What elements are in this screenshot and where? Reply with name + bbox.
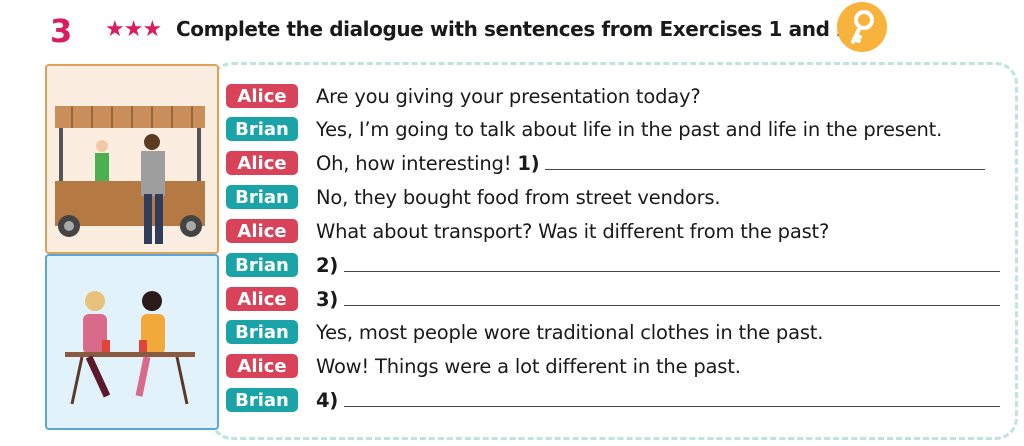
dialogue-text: Oh, how interesting! bbox=[316, 151, 512, 175]
dialogue-text-container: Oh, how interesting! 1) bbox=[316, 151, 986, 175]
blank-number: 1) bbox=[517, 151, 540, 175]
dialogue-text: No, they bought food from street vendors… bbox=[316, 185, 721, 209]
street-food-stall-illustration bbox=[45, 64, 219, 254]
dialogue-text: Wow! Things were a lot different in the … bbox=[316, 354, 741, 378]
speaker-badge: Brian bbox=[226, 253, 298, 277]
speaker-badge: Alice bbox=[226, 219, 298, 243]
dialogue-line: Alice Are you giving your presentation to… bbox=[226, 84, 701, 108]
exercise-number: 3 bbox=[50, 12, 73, 50]
dialogue-line: Brian Yes, I’m going to talk about life i… bbox=[226, 117, 942, 141]
blank-number: 2) bbox=[316, 253, 339, 277]
speaker-badge: Alice bbox=[226, 287, 298, 311]
speaker-badge: Alice bbox=[226, 84, 298, 108]
dialogue-line: Alice Oh, how interesting! 1) bbox=[226, 151, 986, 175]
dialogue-text-container: Yes, I’m going to talk about life in the… bbox=[316, 118, 942, 141]
blank-number: 4) bbox=[316, 388, 339, 412]
dialogue-text-container: 4) bbox=[316, 388, 1001, 412]
speaker-badge: Brian bbox=[226, 388, 298, 412]
dialogue-text-container: What about transport? Was it different f… bbox=[316, 220, 829, 243]
dialogue-text-container: No, they bought food from street vendors… bbox=[316, 185, 721, 209]
speaker-badge: Alice bbox=[226, 354, 298, 378]
blank-number: 3) bbox=[316, 287, 339, 311]
dialogue-line: Brian No, they bought food from street ve… bbox=[226, 185, 721, 209]
answer-blank[interactable] bbox=[545, 168, 986, 170]
dialogue-text-container: Are you giving your presentation today? bbox=[316, 85, 701, 108]
dialogue-line: Alice What about transport? Was it differ… bbox=[226, 219, 829, 243]
exercise-title: Complete the dialogue with sentences fro… bbox=[176, 17, 857, 41]
speaker-badge: Alice bbox=[226, 151, 298, 175]
difficulty-stars: ★★★ bbox=[105, 17, 162, 42]
dialogue-line: Brian 2) bbox=[226, 253, 1001, 277]
speaker-badge: Brian bbox=[226, 117, 298, 141]
answer-blank[interactable] bbox=[344, 304, 1001, 306]
speaker-badge: Brian bbox=[226, 185, 298, 209]
dialogue-line: Brian Yes, most people wore traditional c… bbox=[226, 320, 823, 344]
dialogue-line: Alice Wow! Things were a lot different in… bbox=[226, 354, 741, 378]
dialogue-text: What about transport? Was it different f… bbox=[316, 219, 830, 243]
dialogue-text-container: Yes, most people wore traditional clothe… bbox=[316, 321, 823, 344]
dialogue-text-container: 2) bbox=[316, 253, 1001, 277]
speaker-badge: Brian bbox=[226, 320, 298, 344]
answer-blank[interactable] bbox=[344, 405, 1001, 407]
answer-blank[interactable] bbox=[344, 270, 1001, 272]
dialogue-line: Alice 3) bbox=[226, 287, 1001, 311]
dialogue-text: Are you giving your presentation today? bbox=[316, 84, 701, 108]
cafe-friends-illustration bbox=[45, 254, 219, 430]
key-icon[interactable] bbox=[837, 2, 887, 52]
dialogue-line: Brian 4) bbox=[226, 388, 1001, 412]
dialogue-text-container: Wow! Things were a lot different in the … bbox=[316, 355, 741, 378]
dialogue-text-container: 3) bbox=[316, 287, 1001, 311]
dialogue-text: Yes, most people wore traditional clothe… bbox=[316, 320, 824, 344]
dialogue-text: Yes, I’m going to talk about life in the… bbox=[316, 117, 943, 141]
